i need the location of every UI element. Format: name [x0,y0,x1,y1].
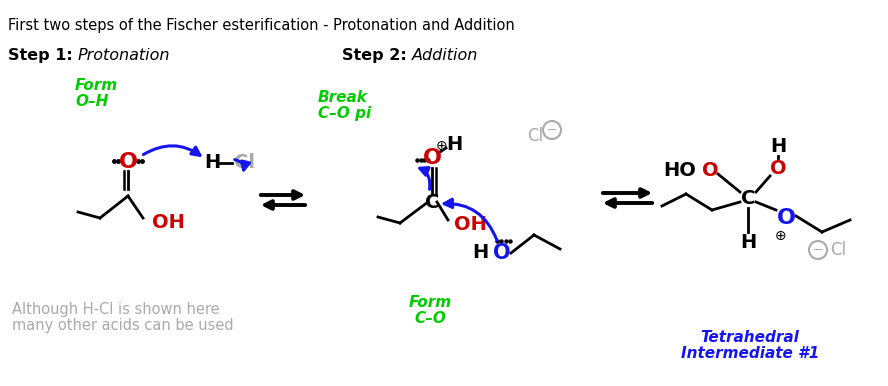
Text: Addition: Addition [412,48,479,63]
Text: H: H [770,137,786,156]
Text: Break: Break [318,90,368,105]
Text: ⊕: ⊕ [775,229,787,243]
Text: Step 2:: Step 2: [342,48,407,63]
Text: −: − [547,124,558,137]
Text: many other acids can be used: many other acids can be used [12,318,234,333]
Text: O: O [702,161,718,179]
Text: Cl: Cl [830,241,846,259]
Text: OH: OH [454,215,487,235]
Text: Form: Form [408,295,452,310]
Text: C–O: C–O [414,311,446,326]
Text: Form: Form [75,78,118,93]
Text: Intermediate #1: Intermediate #1 [681,346,820,361]
Text: O: O [423,148,441,168]
Text: Although H-Cl is shown here: Although H-Cl is shown here [12,302,219,317]
Text: O: O [776,208,796,228]
Text: H: H [740,232,756,252]
Text: H: H [472,244,488,262]
Text: Tetrahedral: Tetrahedral [701,330,799,345]
Text: −: − [813,244,823,257]
Text: C: C [741,188,755,208]
Text: O: O [118,152,138,172]
Text: O: O [770,159,786,178]
Text: O: O [493,243,511,263]
Text: C–O pi: C–O pi [318,106,371,121]
Text: Step 1:: Step 1: [8,48,73,63]
Text: Protonation: Protonation [78,48,170,63]
Text: H: H [204,154,220,173]
Text: First two steps of the Fischer esterification - Protonation and Addition: First two steps of the Fischer esterific… [8,18,515,33]
Text: Cl: Cl [527,127,543,145]
Text: C: C [424,193,440,212]
Text: O–H: O–H [75,94,108,109]
Text: ⊕: ⊕ [436,139,448,153]
Text: OH: OH [152,213,185,232]
Text: H: H [446,134,462,154]
Text: Cl: Cl [234,154,255,173]
Text: HO: HO [663,161,696,179]
